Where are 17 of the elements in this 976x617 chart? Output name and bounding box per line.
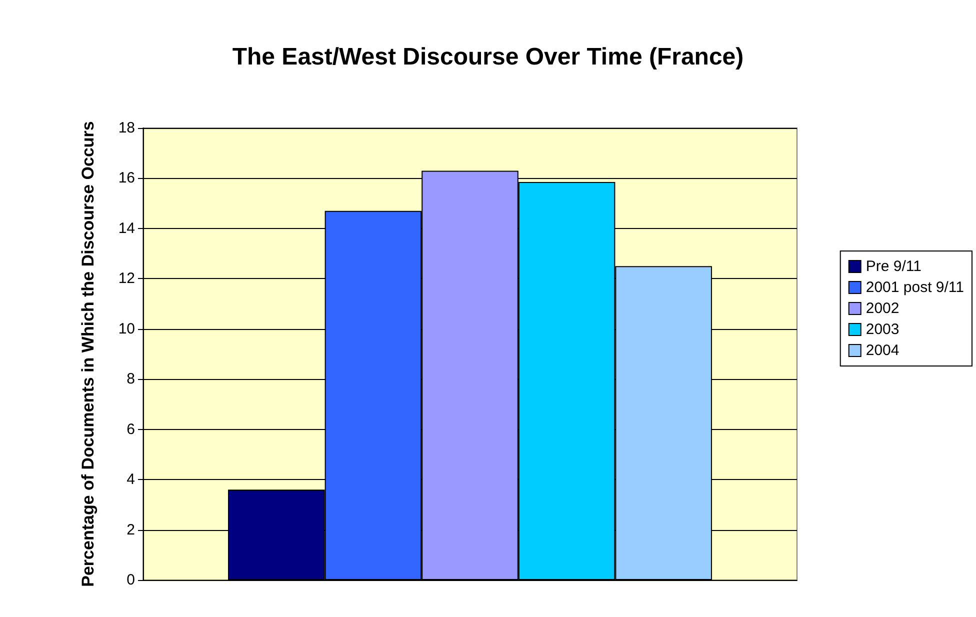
y-tick-label: 6 [126, 420, 135, 438]
legend-label: 2003 [866, 321, 900, 338]
chart-title: The East/West Discourse Over Time (France) [232, 44, 744, 70]
y-tick-label: 18 [118, 120, 135, 136]
y-tick-label: 2 [126, 521, 135, 538]
y-tick-label: 12 [118, 270, 135, 288]
legend-label: Pre 9/11 [866, 258, 922, 275]
y-tick-label: 14 [118, 220, 135, 237]
y-tick-label: 0 [126, 572, 135, 588]
y-tick-label: 4 [126, 471, 135, 488]
legend-label: 2001 post 9/11 [866, 279, 964, 296]
y-tick-label: 10 [118, 320, 135, 338]
y-tick-label: 8 [126, 370, 135, 388]
y-axis-title: Percentage of Documents in Which the Discourse Occurs [78, 121, 98, 587]
legend-label: 2004 [866, 342, 900, 359]
y-tick-label: 16 [118, 170, 135, 187]
legend-label: 2002 [866, 300, 900, 317]
